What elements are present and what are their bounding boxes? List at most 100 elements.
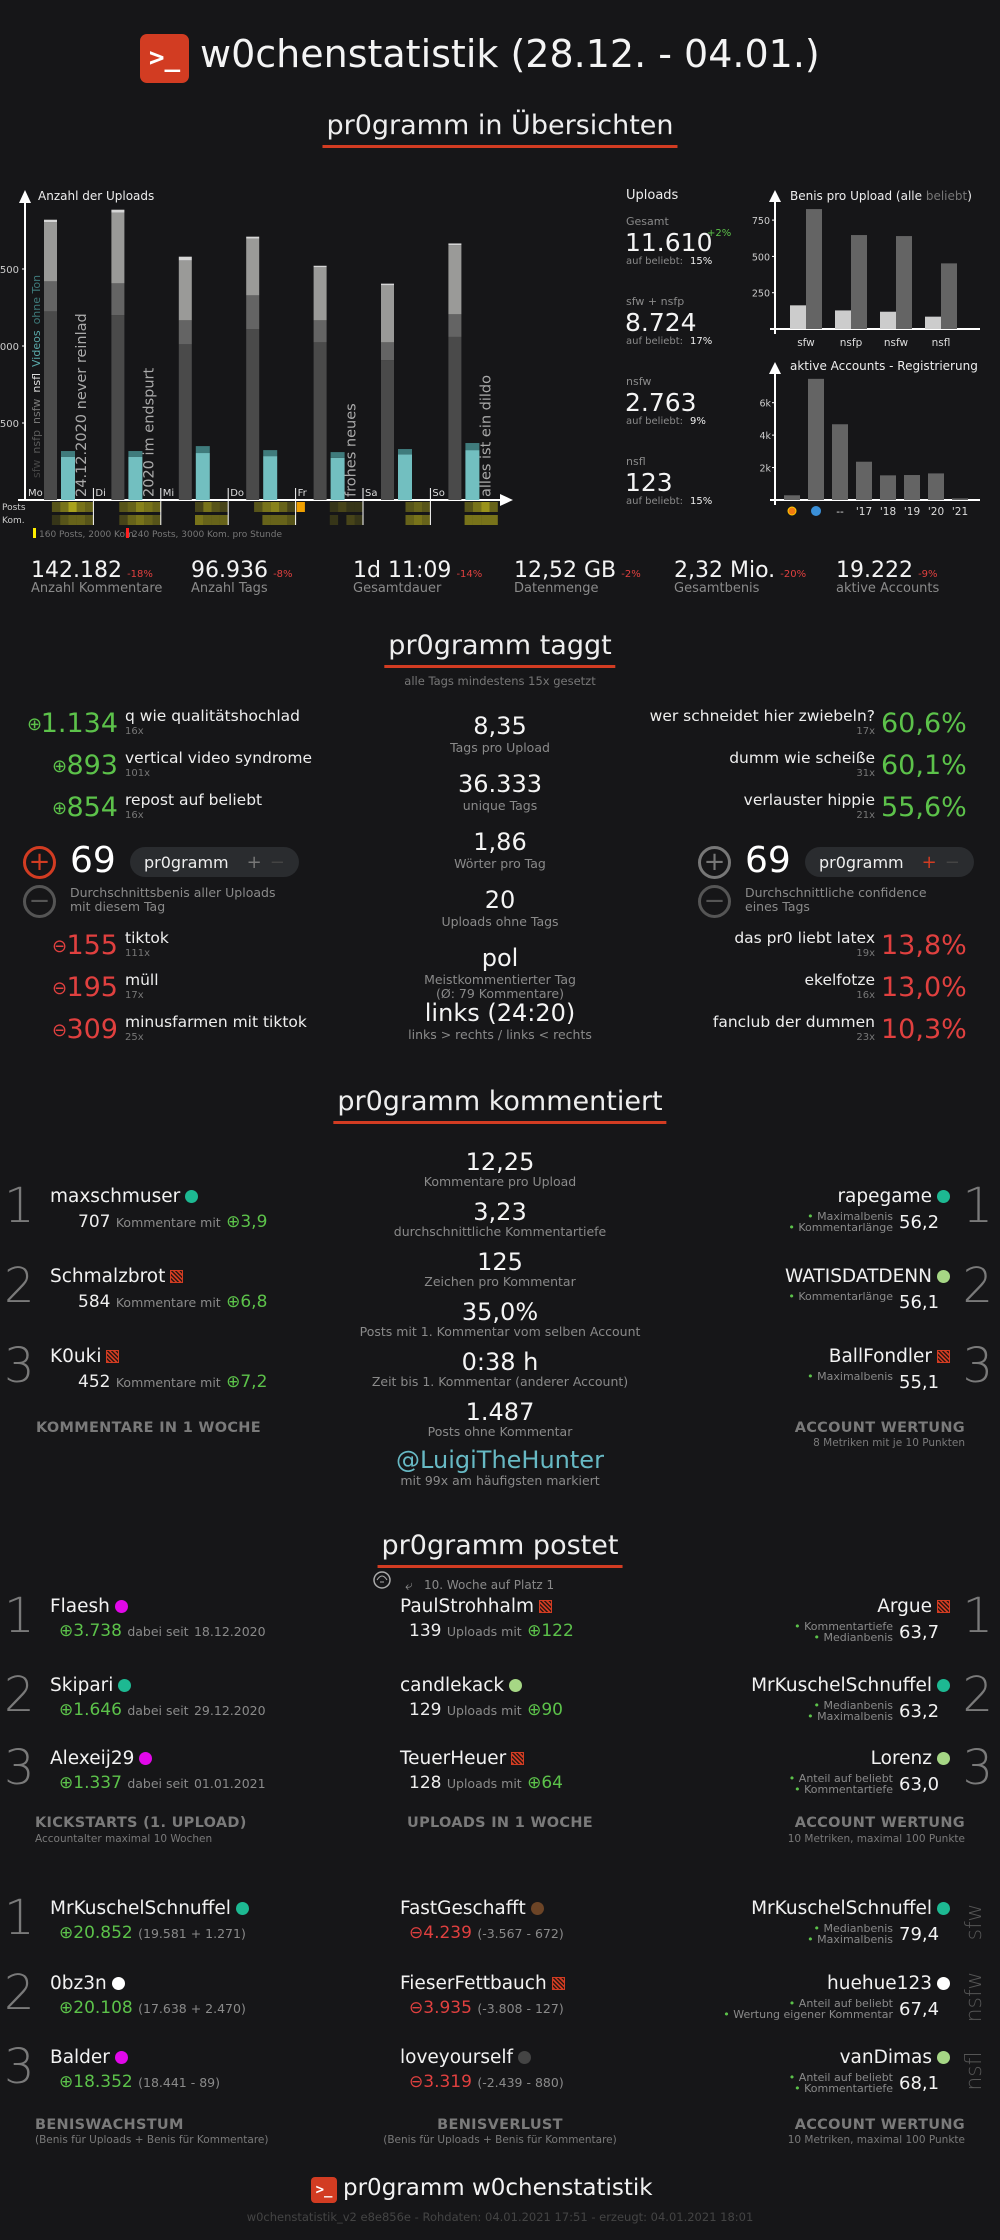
user-rank-dot-icon [937, 2051, 950, 2064]
day-label: Sa [365, 488, 377, 499]
account-name[interactable]: Lorenz [871, 1748, 950, 1769]
account-name[interactable]: MrKuschelSchnuffel [751, 1898, 950, 1919]
user-rank-dot-icon [937, 1190, 950, 1203]
bar-nsfl [313, 265, 327, 268]
stat-item: 1d 11:09 -14% Gesamtdauer [353, 558, 482, 596]
y-axis-arrow-icon [769, 190, 781, 202]
streak-label: 10. Woche auf Platz 1 [424, 1578, 555, 1592]
plus-circle-icon: ⊕ [52, 756, 68, 777]
bar-nsfw [44, 222, 57, 282]
minus-circle-icon: ⊖ [52, 978, 68, 999]
page-title: w0chenstatistik (28.12. - 04.01.) [200, 32, 820, 76]
user-rank-dot-icon [185, 1190, 199, 1203]
account-name[interactable]: Alexeij29 [50, 1748, 153, 1769]
account-name-text: Schmalzbrot [50, 1266, 166, 1287]
account-score: 63,0 [899, 1774, 940, 1795]
metric-item: Kommentartiefe [789, 1784, 893, 1795]
activity-cell [346, 502, 355, 512]
activity-cell [219, 515, 229, 525]
stat-delta: -9% [918, 569, 938, 580]
upvote-circle-button[interactable]: + [698, 846, 731, 879]
tag-count: 21x [856, 810, 875, 821]
bar-nsfl [44, 219, 57, 223]
account-name[interactable]: PaulStrohhalm [400, 1596, 552, 1617]
tag-name[interactable]: das pr0 liebt latex [734, 929, 875, 947]
since-label: dabei seit [127, 1776, 189, 1791]
bar-alle [925, 316, 941, 329]
tag-plus-button[interactable]: + [921, 852, 937, 873]
comment-count: 452 [78, 1372, 111, 1392]
account-name[interactable]: Balder [50, 2047, 128, 2068]
activity-cell [127, 502, 136, 512]
tag-pill[interactable]: pr0gramm + − [805, 847, 974, 877]
account-name[interactable]: loveyourself [400, 2047, 532, 2068]
tag-name[interactable]: wer schneidet hier zwiebeln? [649, 707, 875, 725]
tag-name[interactable]: müll [125, 971, 159, 989]
upvote-circle-button[interactable]: + [23, 846, 56, 879]
account-name[interactable]: huehue123 [827, 1973, 950, 1994]
tag-name[interactable]: repost auf beliebt [125, 791, 263, 809]
account-name[interactable]: MrKuschelSchnuffel [50, 1898, 249, 1919]
benis-growth-value: 18.352 [73, 2072, 133, 2092]
metric-item: Kommentarlänge [788, 1291, 893, 1302]
account-name[interactable]: K0uki [50, 1346, 120, 1367]
account-name[interactable]: FieserFettbauch [400, 1973, 565, 1994]
bar-nsfl [246, 236, 260, 239]
downvote-circle-button[interactable]: − [23, 885, 56, 918]
account-name[interactable]: FastGeschafft [400, 1898, 544, 1919]
account-name[interactable]: MrKuschelSchnuffel [751, 1675, 950, 1696]
legend-ohne-ton: ohne Ton [30, 275, 43, 325]
tag-name[interactable]: tiktok [125, 929, 169, 947]
activity-cell [76, 515, 86, 525]
account-name[interactable]: Skipari [50, 1675, 132, 1696]
activity-cell [422, 515, 431, 525]
stat-label: Anzahl Kommentare [31, 581, 163, 596]
activity-cell [254, 502, 263, 512]
account-name[interactable]: TeuerHeuer [400, 1748, 525, 1769]
footer-label-account: ACCOUNT WERTUNG [794, 1420, 965, 1436]
account-name[interactable]: rapegame [837, 1186, 950, 1207]
account-name[interactable]: Schmalzbrot [50, 1266, 184, 1287]
stat-delta: -18% [127, 569, 153, 580]
bar-video [61, 456, 75, 500]
account-name[interactable]: 0bz3n [50, 1973, 125, 1994]
tag-pill[interactable]: pr0gramm + − [130, 847, 299, 877]
footer-label-loss: BENISVERLUST [437, 2117, 563, 2133]
tag-name[interactable]: vertical video syndrome [125, 749, 313, 767]
account-name[interactable]: Argue [877, 1596, 950, 1617]
activity-cell [203, 502, 212, 512]
rank-number: 3 [4, 2039, 35, 2095]
upload-avg-benis: 122 [541, 1621, 574, 1641]
mention-user-link[interactable]: @LuigiTheHunter [396, 1446, 604, 1474]
activity-cell [127, 515, 136, 525]
tag-name[interactable]: fanclub der dummen [712, 1013, 875, 1031]
upload-count-label: Uploads mit [446, 1624, 522, 1639]
account-name-text: K0uki [50, 1346, 102, 1367]
day-label: Do [230, 488, 244, 499]
tag-name[interactable]: verlauster hippie [743, 791, 875, 809]
activity-cell [422, 502, 431, 512]
tag-name[interactable]: dumm wie scheiße [729, 749, 875, 767]
tag-name[interactable]: ekelfotze [804, 971, 876, 989]
account-name[interactable]: WATISDATDENN [785, 1266, 950, 1287]
tag-minus-button[interactable]: − [944, 852, 960, 873]
stat-item: 142.182 -18% Anzahl Kommentare [31, 558, 162, 596]
tag-name[interactable]: minusfarmen mit tiktok [125, 1013, 307, 1031]
account-name[interactable]: maxschmuser [50, 1186, 199, 1207]
account-name[interactable]: Flaesh [50, 1596, 128, 1617]
tag-stat-value: pol [481, 944, 519, 972]
category-label: nsfl [932, 337, 951, 349]
y-tick-label: 4k [759, 431, 771, 442]
activity-cell [219, 502, 229, 512]
tag-plus-button[interactable]: + [246, 852, 262, 873]
rank-number: 3 [962, 1338, 993, 1394]
downvote-circle-button[interactable]: − [698, 885, 731, 918]
metric-item: Medianbenis [794, 1632, 893, 1643]
account-name[interactable]: BallFondler [829, 1346, 950, 1367]
tag-name[interactable]: q wie qualitätshochlad [125, 707, 301, 725]
bar-accounts [808, 378, 824, 500]
account-name[interactable]: vanDimas [840, 2047, 950, 2068]
activity-cell [464, 502, 473, 512]
account-name[interactable]: candlekack [400, 1675, 523, 1696]
tag-minus-button[interactable]: − [269, 852, 285, 873]
